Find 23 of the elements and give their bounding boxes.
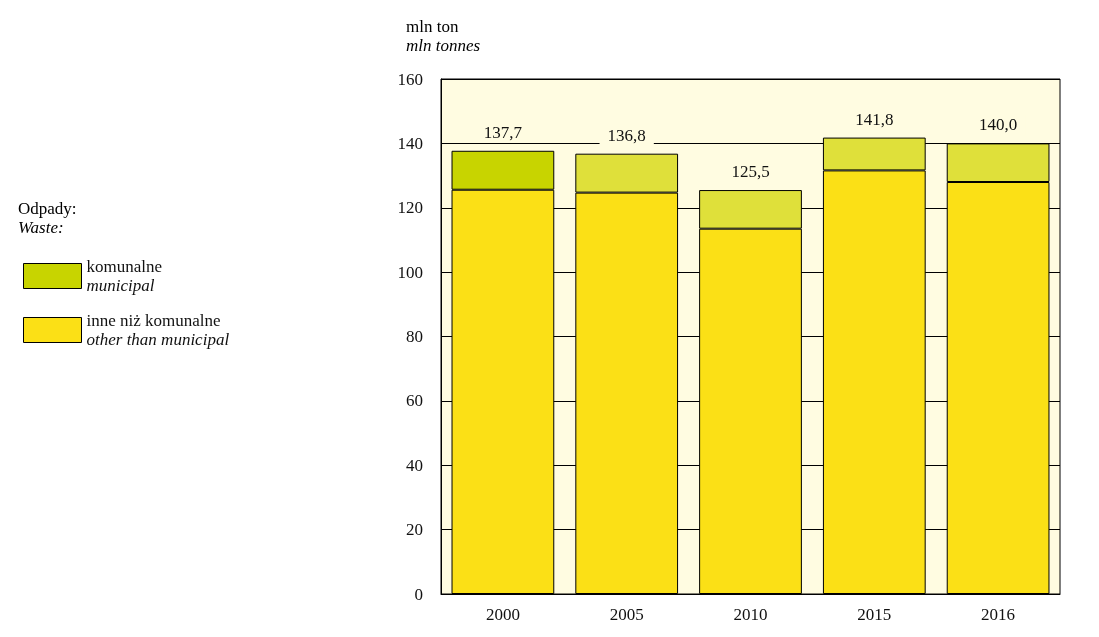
y-tick-label: 120 (397, 198, 423, 218)
y-tick-label: 140 (397, 133, 423, 153)
x-tick-label: 2010 (733, 605, 768, 624)
legend-label: komunalne municipal (86, 257, 163, 295)
x-tick-label: 2005 (609, 605, 644, 624)
y-tick-label: 40 (406, 455, 423, 475)
x-tick-label: 2016 (981, 605, 1016, 624)
x-tick-label: 2000 (485, 605, 520, 624)
y-tick-label: 20 (406, 520, 423, 540)
total-label: 137,7 (483, 122, 523, 142)
y-tick-label: 100 (397, 262, 423, 282)
legend-label: inne niż komunalne other than municipal (86, 311, 230, 349)
y-tick-label: 60 (406, 391, 423, 411)
total-label: 136,8 (607, 125, 646, 145)
y-tick-label: 80 (406, 327, 423, 346)
x-tick-label: 2015 (857, 605, 892, 624)
total-label: 141,8 (855, 109, 894, 129)
y-tick-label: 0 (414, 584, 423, 604)
total-label: 140,0 (978, 115, 1018, 135)
y-tick-label: 160 (397, 69, 423, 89)
legend-title: Odpady: Waste: (18, 199, 77, 237)
y-axis-title: mln ton mln tonnes (406, 17, 481, 55)
total-label: 125,5 (731, 162, 770, 182)
